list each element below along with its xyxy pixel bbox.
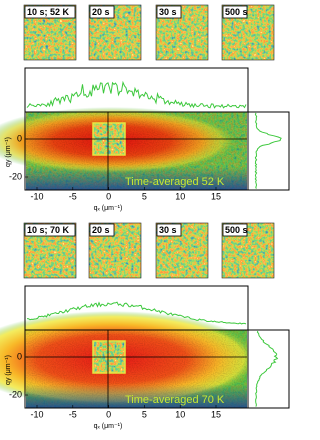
x-tick-label: 5 [142, 191, 147, 201]
side-frame [247, 111, 290, 191]
snapshot-frame [23, 222, 77, 279]
x-tick-label: 15 [211, 191, 221, 201]
x-tick-label: 0 [106, 191, 111, 201]
snapshot-label: 30 s [159, 7, 177, 17]
snapshot-label-box [156, 5, 182, 19]
snapshot-frame [88, 4, 142, 61]
y-tick-label: -20 [9, 389, 22, 399]
snapshot-label-box [156, 223, 182, 237]
x-tick-label: 15 [211, 409, 221, 419]
x-tick-label: 5 [142, 409, 147, 419]
snapshot-label: 30 s [159, 225, 177, 235]
heatmap-caption: Time-averaged 70 K [125, 394, 225, 406]
snapshot-label: 10 s; 52 K [27, 7, 70, 17]
x-tick-label: 0 [106, 409, 111, 419]
snapshot-label-box [24, 5, 76, 19]
y-axis-label: qy (μm⁻¹) [5, 137, 12, 167]
snapshot-label-box [89, 5, 115, 19]
snapshot-label-box [222, 5, 248, 19]
snapshot-label: 20 s [92, 225, 110, 235]
snapshot-label: 20 s [92, 7, 110, 17]
heatmap-bottom-shade [26, 330, 247, 408]
figure: 10 s; 52 K 20 s 30 s 500 s Time-averaged 52 … [0, 4, 290, 430]
snapshot-frame [221, 222, 275, 279]
snapshot-label-box [89, 223, 115, 237]
heatmap-caption: Time-averaged 52 K [125, 176, 225, 188]
y-tick-label: 0 [17, 351, 22, 361]
side-profile [255, 330, 279, 407]
top-profile [26, 301, 247, 325]
snapshot-frame [155, 222, 209, 279]
heatmap-bottom-shade [26, 112, 247, 190]
snapshot-label-box [24, 223, 76, 237]
x-axis-label: qₓ (μm⁻¹) [94, 205, 123, 212]
snapshot-label: 500 s [225, 7, 248, 17]
snapshot-frame [221, 4, 275, 61]
snapshot-frame [23, 4, 77, 61]
x-tick-label: -10 [30, 409, 43, 419]
x-tick-label: 10 [175, 409, 185, 419]
x-tick-label: -5 [69, 191, 77, 201]
snapshot-frame [88, 222, 142, 279]
x-tick-label: -5 [69, 409, 77, 419]
snapshot-label: 500 s [225, 225, 248, 235]
y-tick-label: 0 [17, 133, 22, 143]
snapshot-label-box [222, 223, 248, 237]
y-tick-label: -20 [9, 171, 22, 181]
x-tick-label: 10 [175, 191, 185, 201]
x-axis-label: qₓ (μm⁻¹) [94, 423, 123, 430]
side-profile [254, 112, 282, 189]
y-axis-label: qy (μm⁻¹) [5, 355, 12, 385]
x-tick-label: -10 [30, 191, 43, 201]
snapshot-label: 10 s; 70 K [27, 225, 70, 235]
top-profile [26, 80, 247, 109]
snapshot-frame [155, 4, 209, 61]
